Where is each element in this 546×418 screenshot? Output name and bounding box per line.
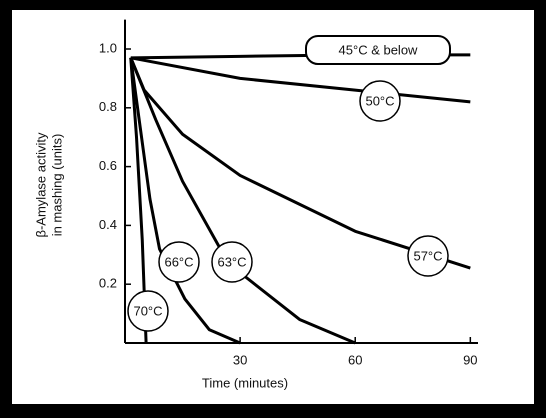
- label-circle: [211, 241, 253, 283]
- panel: [12, 10, 534, 404]
- series-label: 45°C & below: [339, 42, 419, 57]
- x-axis-title: Time (minutes): [202, 375, 288, 390]
- label-circle: [359, 80, 401, 122]
- line: [129, 57, 356, 345]
- series-label: 66°C: [164, 254, 193, 269]
- series-label: 63°C: [217, 254, 246, 269]
- line: [130, 56, 471, 104]
- y-tick-label: 0.2: [99, 276, 117, 291]
- y-tick-label: 1.0: [99, 40, 117, 55]
- series-label: 57°C: [413, 248, 442, 263]
- y-tick-label: 0.6: [99, 158, 117, 173]
- label-circle: [158, 241, 200, 283]
- y-tick-label: 0.4: [99, 217, 117, 232]
- y-axis-title: in mashing (units): [49, 134, 64, 237]
- x-tick-label: 90: [463, 352, 477, 367]
- y-tick-label: 0.8: [99, 99, 117, 114]
- series-label: 50°C: [365, 93, 394, 108]
- label-circle: [127, 290, 169, 332]
- label-circle: [407, 235, 449, 277]
- x-tick-label: 60: [348, 352, 362, 367]
- x-tick-label: 30: [233, 352, 247, 367]
- label-box: [305, 35, 451, 65]
- series-label: 70°C: [133, 303, 162, 318]
- y-axis-title: β-Amylase activity: [33, 132, 48, 237]
